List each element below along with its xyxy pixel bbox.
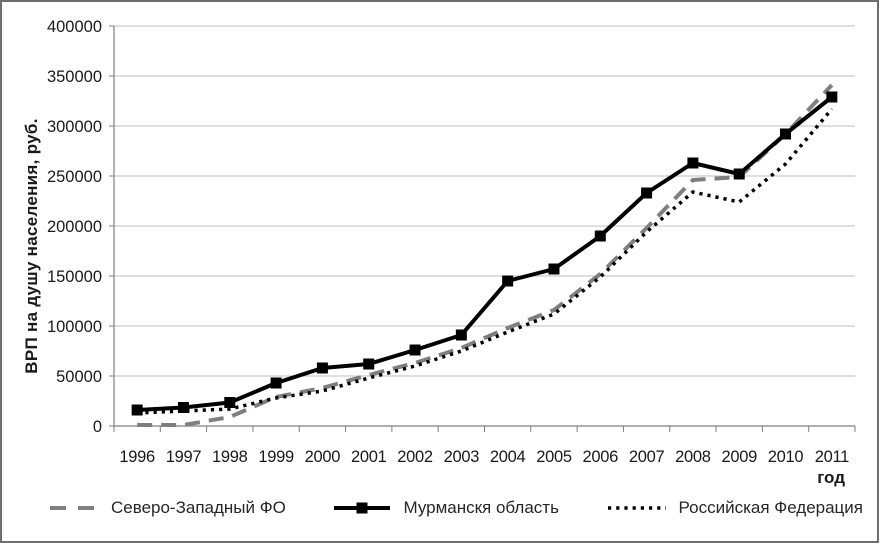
legend-symbol-dashed bbox=[50, 506, 98, 510]
y-tick-label: 250000 bbox=[47, 168, 102, 186]
y-tick-label: 100000 bbox=[47, 318, 102, 336]
series-marker bbox=[548, 263, 560, 275]
x-tick-label: 2006 bbox=[583, 448, 619, 466]
series-marker bbox=[270, 377, 282, 389]
series-marker bbox=[641, 187, 653, 199]
y-tick-label: 200000 bbox=[47, 218, 102, 236]
series-marker bbox=[363, 358, 375, 370]
series-line-1 bbox=[135, 95, 834, 412]
series-line-2 bbox=[137, 107, 834, 415]
x-tick-label: 1999 bbox=[258, 448, 294, 466]
y-tick-label: 350000 bbox=[47, 68, 102, 86]
series-marker bbox=[224, 397, 236, 408]
y-tick-label: 0 bbox=[93, 418, 102, 436]
x-tick-label: 2005 bbox=[536, 448, 572, 466]
x-tick-label: 1996 bbox=[119, 448, 155, 466]
chart-canvas: 0 50000 100000 150000 200000 250000 300000 3500… bbox=[47, 18, 856, 466]
series-marker bbox=[455, 329, 467, 341]
y-tick-label: 400000 bbox=[47, 18, 102, 36]
series-marker bbox=[687, 157, 699, 169]
series-marker bbox=[316, 362, 328, 374]
x-tick-label: 2009 bbox=[721, 448, 757, 466]
series-marker bbox=[733, 168, 745, 180]
series-line-0 bbox=[137, 83, 834, 427]
x-tick-label: 2002 bbox=[397, 448, 433, 466]
x-tick-label: 2008 bbox=[675, 448, 711, 466]
legend-item-2: Российская Федерация bbox=[606, 498, 863, 518]
legend: Северо-Западный ФО Мурманскя область Росси… bbox=[48, 490, 863, 526]
series-marker bbox=[594, 230, 606, 242]
legend-item-0: Северо-Западный ФО bbox=[48, 498, 286, 518]
y-axis-title: ВРП на душу населения, руб. bbox=[22, 118, 41, 374]
legend-label-2: Российская Федерация bbox=[678, 498, 863, 517]
y-tick-label: 150000 bbox=[47, 268, 102, 286]
series-marker bbox=[780, 128, 792, 140]
y-tick-label: 50000 bbox=[56, 368, 102, 386]
x-tick-label: 1997 bbox=[166, 448, 202, 466]
legend-item-1: Мурманскя область bbox=[332, 498, 559, 518]
x-axis-title: год bbox=[817, 468, 845, 487]
x-tick-label: 2004 bbox=[490, 448, 526, 466]
x-tick-label: 2000 bbox=[305, 448, 341, 466]
series-marker bbox=[409, 344, 421, 356]
y-tick-label: 300000 bbox=[47, 118, 102, 136]
legend-label-0: Северо-Западный ФО bbox=[111, 498, 286, 517]
legend-symbol-dotted bbox=[607, 506, 666, 510]
x-tick-label: 2010 bbox=[768, 448, 804, 466]
series-marker bbox=[826, 91, 838, 103]
series-marker bbox=[131, 404, 143, 416]
x-tick-label: 1998 bbox=[212, 448, 248, 466]
x-tick-label: 2003 bbox=[444, 448, 480, 466]
legend-symbol-solid-square bbox=[334, 502, 391, 514]
x-tick-label: 2011 bbox=[815, 448, 849, 466]
series-marker bbox=[502, 275, 514, 287]
x-tick-label: 2001 bbox=[351, 448, 387, 466]
series-marker bbox=[177, 402, 189, 413]
legend-label-1: Мурманскя область bbox=[403, 498, 559, 517]
x-tick-label: 2007 bbox=[629, 448, 665, 466]
